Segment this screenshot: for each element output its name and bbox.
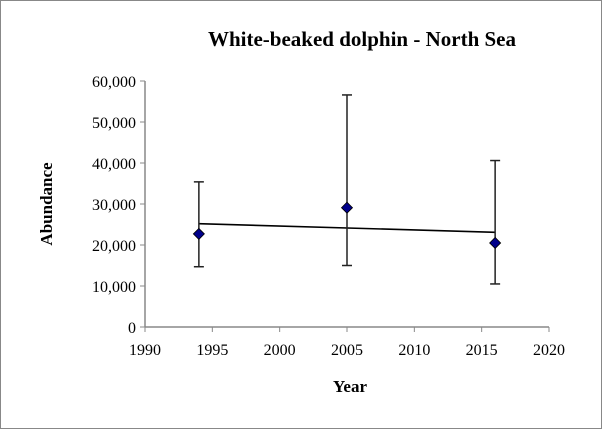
data-point bbox=[489, 236, 502, 250]
chart-title: White-beaked dolphin - North Sea bbox=[208, 27, 517, 51]
x-tick-label: 1990 bbox=[129, 342, 161, 359]
x-tick-label: 1995 bbox=[196, 342, 228, 359]
x-tick-label: 2010 bbox=[398, 342, 430, 359]
x-tick-label: 2000 bbox=[264, 342, 296, 359]
data-point bbox=[340, 201, 354, 214]
y-tick-label: 50,000 bbox=[92, 115, 136, 132]
x-tick-label: 2020 bbox=[533, 342, 565, 359]
y-tick-label: 20,000 bbox=[92, 238, 136, 255]
y-tick-label: 30,000 bbox=[92, 197, 136, 214]
x-tick-label: 2015 bbox=[466, 342, 498, 359]
y-tick-label: 10,000 bbox=[92, 279, 136, 296]
y-axis-label: Abundance bbox=[37, 162, 56, 246]
y-tick-label: 60,000 bbox=[92, 74, 136, 91]
y-tick-label: 40,000 bbox=[92, 156, 136, 173]
y-tick-label: 0 bbox=[128, 320, 136, 337]
x-axis-label: Year bbox=[333, 377, 367, 396]
data-point bbox=[192, 227, 205, 240]
x-tick-label: 2005 bbox=[331, 342, 363, 359]
